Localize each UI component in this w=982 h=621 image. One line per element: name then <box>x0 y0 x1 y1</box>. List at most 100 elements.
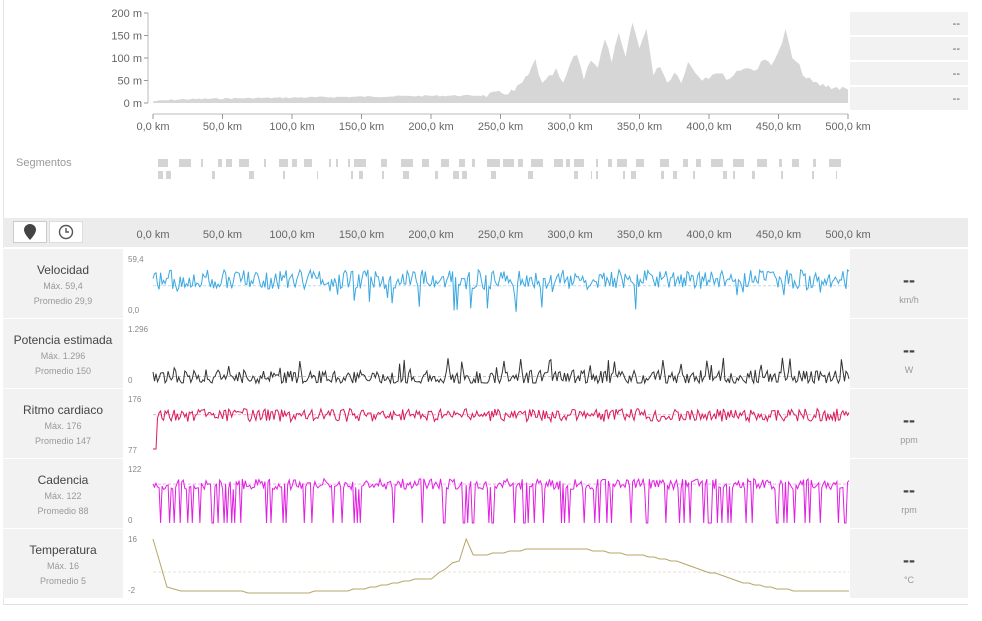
segment-bar <box>179 159 191 167</box>
toolbar-x-tick-label: 350,0 km <box>617 229 662 241</box>
segment-bar <box>249 171 254 179</box>
metric-line-chart <box>153 407 850 450</box>
segment-bar <box>733 171 735 179</box>
metric-axis-max: 122 <box>128 465 142 474</box>
metric-summary: Potencia estimada Máx. 1.296 Promedio 150 <box>3 319 123 388</box>
segment-bar <box>631 171 636 179</box>
segment-bar <box>304 159 312 167</box>
metric-current-value: -- <box>903 270 915 290</box>
segment-bar <box>218 159 222 167</box>
metric-unit: W <box>904 365 914 375</box>
elevation-x-tick-label: 150,0 km <box>339 121 384 133</box>
elevation-side-value-3: -- <box>850 62 968 86</box>
segment-bar <box>212 171 215 179</box>
metric-summary: Ritmo cardiaco Máx. 176 Promedio 147 <box>3 389 123 458</box>
segment-bar <box>683 159 688 167</box>
segment-bar <box>596 159 598 167</box>
metric-chart[interactable]: 16 -2 <box>123 529 850 598</box>
metric-axis-max: 59,4 <box>128 255 144 264</box>
metric-row-velocidad[interactable]: Velocidad Máx. 59,4 Promedio 29,9 59,4 0,0 --… <box>3 248 968 318</box>
segment-bar <box>158 171 163 179</box>
segment-bar <box>491 171 496 179</box>
segment-bar <box>487 159 500 167</box>
metric-row-temperatura[interactable]: Temperatura Máx. 16 Promedio 5 16 -2 -- °C <box>3 528 968 598</box>
elevation-chart: 200 m 150 m 100 m 50 m 0 m 0,0 km 50,0 km 100,0… <box>111 8 870 133</box>
metric-summary: Velocidad Máx. 59,4 Promedio 29,9 <box>3 249 123 318</box>
metric-title: Velocidad <box>36 263 90 277</box>
metric-max: Máx. 176 <box>44 421 82 431</box>
metric-current: -- W <box>850 319 968 388</box>
metric-series-line <box>152 477 850 524</box>
segment-bar <box>292 159 297 167</box>
metric-average: Promedio 88 <box>37 506 89 516</box>
toolbar-x-tick-label: 400,0 km <box>686 229 731 241</box>
toolbar-x-tick-label: 500,0 km <box>825 229 870 241</box>
metric-series-line <box>153 407 850 450</box>
metric-title: Cadencia <box>37 473 89 487</box>
segment-bar <box>435 171 438 179</box>
segment-bar <box>441 159 449 167</box>
metric-max: Máx. 122 <box>44 491 82 501</box>
segment-bar <box>566 159 570 167</box>
toolbar-x-tick-label: 50,0 km <box>203 229 242 241</box>
metric-current: -- km/h <box>850 249 968 318</box>
metric-average: Promedio 150 <box>34 366 92 376</box>
toolbar-x-tick-label: 450,0 km <box>756 229 801 241</box>
metric-axis-min: -2 <box>128 586 136 595</box>
metric-line-chart <box>152 268 850 312</box>
segment-bar <box>422 159 429 167</box>
elevation-x-tick-label: 200,0 km <box>408 121 453 133</box>
metric-chart[interactable]: 176 77 <box>123 389 850 458</box>
segment-bar <box>752 171 755 179</box>
metric-title: Temperatura <box>29 543 97 557</box>
metric-current-value: -- <box>903 340 915 360</box>
metric-axis-min: 77 <box>128 446 137 455</box>
segment-bar <box>696 159 701 167</box>
elevation-x-tick-label: 0,0 km <box>136 121 169 133</box>
segment-bar <box>623 171 625 179</box>
toolbar-distance-axis: 0,0 km 50,0 km 100,0 km 150,0 km 200,0 km 250… <box>136 229 870 241</box>
toolbar-x-tick-label: 300,0 km <box>547 229 592 241</box>
segment-bar <box>813 159 816 167</box>
metric-chart[interactable]: 59,4 0,0 <box>123 249 850 318</box>
chart-toolbar <box>3 218 968 247</box>
metric-max: Máx. 16 <box>46 561 79 571</box>
segment-bar <box>723 171 727 179</box>
segment-bar <box>596 171 598 179</box>
segment-bar <box>158 159 168 167</box>
elevation-y-tick-label: 100 m <box>111 53 142 65</box>
metric-row-cadencia[interactable]: Cadencia Máx. 122 Promedio 88 122 0 -- rpm <box>3 458 968 528</box>
time-view-button[interactable] <box>49 221 83 243</box>
segment-bar <box>239 159 249 167</box>
segment-bar <box>201 159 203 167</box>
elevation-side-value-4: -- <box>850 87 968 111</box>
metric-unit: ppm <box>900 435 918 445</box>
metric-current-value: -- <box>903 550 915 570</box>
metric-axis-min: 0,0 <box>128 306 140 315</box>
metric-unit: °C <box>903 575 915 585</box>
clock-icon <box>58 224 74 240</box>
segments-label: Segmentos <box>16 157 72 169</box>
metric-chart[interactable]: 122 0 <box>123 459 850 528</box>
segment-bar <box>591 171 592 179</box>
metric-current-value: -- <box>903 410 915 430</box>
metric-title: Potencia estimada <box>13 333 113 347</box>
elevation-side-value-1: -- <box>850 12 968 36</box>
toolbar-x-tick-label: 150,0 km <box>339 229 384 241</box>
segments-track[interactable] <box>0 150 982 195</box>
segment-bar <box>829 159 841 167</box>
segment-bar <box>608 159 612 167</box>
elevation-x-tick-label: 300,0 km <box>547 121 592 133</box>
metric-current: -- °C <box>850 529 968 598</box>
segment-bar <box>462 171 467 179</box>
elevation-x-tick-label: 250,0 km <box>478 121 523 133</box>
segment-bar <box>554 159 563 167</box>
metric-max: Máx. 1.296 <box>40 351 86 361</box>
segment-bar <box>317 171 318 179</box>
metric-unit: rpm <box>901 505 917 515</box>
map-view-button[interactable] <box>13 221 47 243</box>
metric-chart[interactable]: 1.296 0 <box>123 319 850 388</box>
metric-row-potencia[interactable]: Potencia estimada Máx. 1.296 Promedio 150 1… <box>3 318 968 388</box>
metric-row-ritmo[interactable]: Ritmo cardiaco Máx. 176 Promedio 147 176 77 -… <box>3 388 968 458</box>
